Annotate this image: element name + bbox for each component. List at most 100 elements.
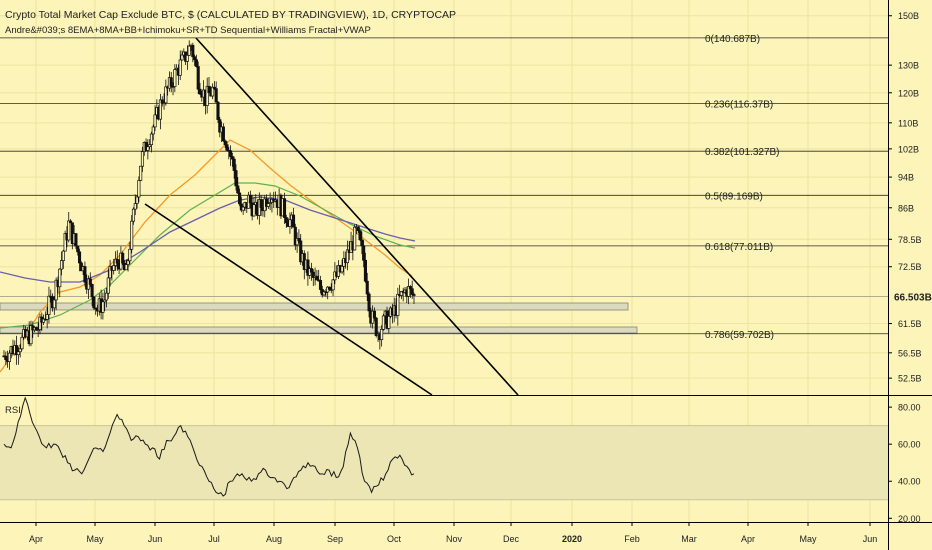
fib-label: 0.382(101.327B) bbox=[705, 147, 780, 158]
candle-body bbox=[288, 219, 292, 227]
candle-body bbox=[356, 226, 360, 232]
time-tick-label: Nov bbox=[446, 534, 463, 544]
candle-body bbox=[266, 203, 270, 207]
price-tick-label: 94B bbox=[898, 173, 914, 183]
candle-body bbox=[178, 59, 182, 76]
candle-body bbox=[331, 279, 335, 291]
price-tick-label: 61.5B bbox=[898, 319, 922, 329]
fib-label: 0.5(89.169B) bbox=[705, 191, 763, 202]
candle-body bbox=[207, 85, 211, 94]
candle-body bbox=[54, 279, 58, 301]
candle-body bbox=[229, 150, 233, 157]
candle-body bbox=[164, 86, 168, 104]
time-tick-label: Sep bbox=[327, 534, 343, 544]
candle-body bbox=[74, 233, 78, 247]
candle-body bbox=[104, 292, 109, 301]
candle-body bbox=[221, 126, 225, 142]
candle-body bbox=[327, 286, 332, 290]
candle-body bbox=[76, 245, 80, 253]
candle-body bbox=[88, 278, 92, 285]
support-zones bbox=[0, 302, 638, 334]
current-price-label: 66.503B bbox=[894, 293, 932, 304]
candle-body bbox=[363, 259, 367, 282]
candle-body bbox=[173, 69, 177, 87]
candle-body bbox=[340, 265, 344, 273]
price-axis: 150B 130B 120B 110B 102B 94B 86B 78.5B 72.5B 66.5… bbox=[888, 11, 932, 524]
rsi-tick-label: 60.00 bbox=[898, 440, 921, 450]
candle-body bbox=[372, 310, 376, 319]
candle-body bbox=[29, 325, 33, 345]
candle-body bbox=[148, 144, 152, 148]
price-tick-label: 120B bbox=[898, 88, 919, 98]
candle-body bbox=[214, 88, 218, 103]
candle-body bbox=[381, 315, 385, 330]
candle-body bbox=[92, 296, 96, 309]
candle-body bbox=[160, 99, 164, 104]
candle-body bbox=[106, 277, 110, 294]
time-tick-label: Oct bbox=[387, 534, 402, 544]
candle-body bbox=[238, 192, 242, 205]
price-tick-label: 72.5B bbox=[898, 262, 922, 272]
candle-body bbox=[196, 66, 200, 90]
candle-body bbox=[295, 238, 299, 246]
candle-body bbox=[90, 284, 94, 298]
candle-body bbox=[45, 314, 49, 320]
candle-body bbox=[360, 239, 364, 247]
candle-body bbox=[362, 245, 366, 261]
support-zone-upper bbox=[0, 302, 629, 311]
price-tick-label: 56.5B bbox=[898, 348, 922, 358]
current-price-badge bbox=[889, 289, 932, 304]
candle-body bbox=[216, 101, 220, 120]
candle-body bbox=[187, 45, 191, 56]
header-labels: Crypto Total Market Cap Exclude BTC, $ (… bbox=[5, 9, 456, 416]
time-tick-label: Apr bbox=[741, 534, 755, 544]
rsi-line-path bbox=[3, 396, 415, 497]
candle-body bbox=[36, 329, 40, 331]
candle-body bbox=[282, 198, 287, 218]
candle-body bbox=[133, 203, 137, 210]
rsi-tick-label: 80.00 bbox=[898, 403, 921, 413]
rsi-band-area bbox=[0, 425, 888, 500]
candle-body bbox=[358, 230, 362, 241]
candle-body bbox=[139, 165, 143, 181]
candle-body bbox=[38, 316, 42, 330]
candle-body bbox=[306, 259, 310, 276]
fib-label: 0.786(59.702B) bbox=[705, 330, 774, 341]
candle-body bbox=[322, 291, 326, 296]
candle-body bbox=[194, 59, 198, 67]
trendline-upper bbox=[195, 37, 519, 396]
candle-body bbox=[211, 86, 215, 97]
candles bbox=[2, 40, 416, 370]
candle-body bbox=[284, 217, 288, 224]
candle-body bbox=[52, 299, 56, 309]
candle-body bbox=[146, 146, 150, 151]
candle-body bbox=[353, 226, 357, 251]
time-tick-label: May bbox=[799, 534, 817, 544]
candle-body bbox=[162, 102, 166, 105]
candle-body bbox=[315, 275, 319, 281]
candle-body bbox=[318, 280, 323, 290]
candle-body bbox=[169, 77, 173, 87]
candle-body bbox=[149, 133, 154, 146]
candle-body bbox=[20, 336, 24, 350]
candle-body bbox=[124, 264, 128, 271]
candle-body bbox=[135, 196, 139, 204]
candle-body bbox=[112, 265, 116, 271]
candle-body bbox=[77, 251, 82, 264]
candle-body bbox=[387, 315, 391, 329]
candle-body bbox=[63, 233, 67, 252]
candle-body bbox=[58, 268, 62, 288]
candle-body bbox=[34, 327, 38, 331]
candle-body bbox=[252, 204, 256, 217]
rsi-tick-label: 40.00 bbox=[898, 477, 921, 487]
candle-body bbox=[232, 158, 236, 171]
candle-body bbox=[103, 299, 107, 303]
candle-body bbox=[42, 318, 46, 323]
fib-label: 0(140.687B) bbox=[705, 34, 760, 45]
candle-body bbox=[399, 290, 403, 296]
candle-body bbox=[248, 194, 252, 204]
candle-body bbox=[121, 252, 125, 264]
candle-body bbox=[126, 260, 130, 265]
time-tick-label: Jun bbox=[148, 534, 163, 544]
